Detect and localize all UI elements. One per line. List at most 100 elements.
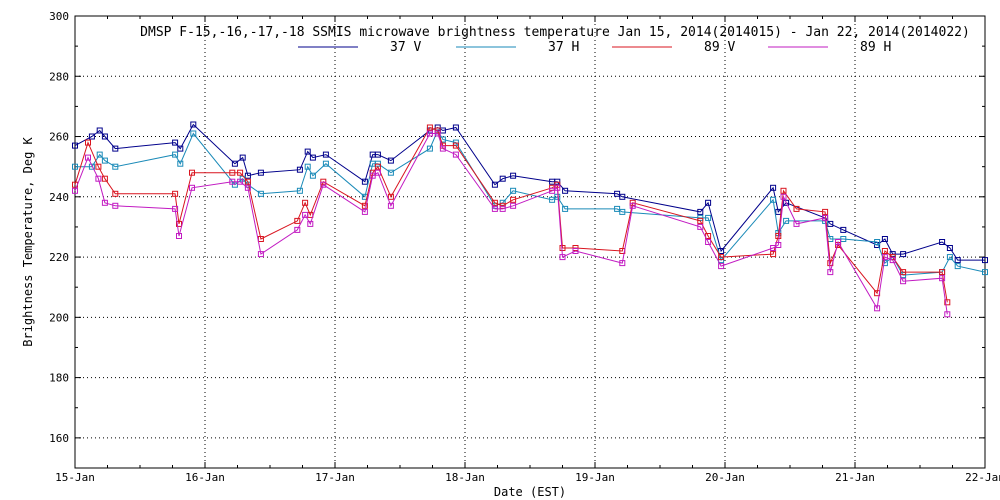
data-point-marker (439, 145, 446, 152)
data-point-marker (229, 169, 236, 176)
x-tick-label: 17-Jan (315, 471, 355, 484)
data-point-marker (172, 190, 179, 197)
data-point-marker (840, 226, 847, 233)
data-point-marker (982, 257, 988, 264)
x-axis-title: Date (EST) (494, 485, 566, 499)
data-point-marker (946, 254, 953, 261)
x-tick-label: 15-Jan (55, 471, 95, 484)
data-point-marker (434, 130, 441, 137)
data-point-marker (387, 193, 394, 200)
data-point-marker (770, 251, 777, 258)
data-point-marker (499, 175, 506, 182)
data-point-marker (101, 133, 108, 140)
data-point-marker (889, 257, 896, 264)
x-tick-label: 20-Jan (705, 471, 745, 484)
data-point-marker (775, 242, 782, 248)
data-point-marker (294, 217, 301, 224)
data-point-marker (244, 184, 251, 191)
data-point-marker (452, 124, 459, 131)
data-point-marker (946, 245, 953, 251)
data-point-marker (112, 145, 119, 152)
y-axis-title: Brightness Temperature, Deg K (21, 136, 35, 346)
data-point-marker (304, 163, 311, 170)
data-point-marker (770, 196, 777, 203)
data-point-marker (874, 239, 881, 245)
legend-label: 37 V (390, 40, 421, 55)
data-point-marker (257, 169, 264, 176)
data-point-marker (426, 130, 433, 137)
y-tick-label: 160 (49, 432, 69, 445)
x-tick-label: 16-Jan (185, 471, 225, 484)
data-point-marker (172, 139, 179, 146)
data-point-marker (900, 251, 907, 258)
data-point-marker (112, 190, 119, 197)
data-point-marker (697, 217, 704, 224)
data-point-marker (172, 205, 179, 212)
data-point-marker (176, 233, 182, 239)
data-point-marker (361, 178, 368, 185)
data-point-marker (452, 151, 459, 158)
data-point-marker (307, 220, 314, 227)
data-point-marker (944, 311, 951, 318)
legend-label: 37 H (548, 40, 579, 55)
y-tick-label: 180 (49, 372, 69, 385)
data-point-marker (189, 169, 195, 176)
data-point-marker (881, 254, 888, 261)
data-point-marker (718, 254, 725, 261)
grid-lines (75, 16, 985, 468)
data-point-marker (72, 142, 78, 149)
data-point-marker (257, 251, 264, 258)
data-point-marker (229, 178, 236, 185)
x-tick-label: 22-Jan (965, 471, 1000, 484)
legend: 37 V 37 H 89 V 89 H (298, 40, 891, 55)
data-point-marker (101, 157, 108, 164)
data-point-marker (697, 223, 704, 230)
legend-label: 89 H (860, 40, 891, 55)
data-series (72, 121, 988, 318)
data-point-marker (562, 187, 569, 194)
data-point-marker (374, 169, 381, 176)
data-point-marker (88, 133, 95, 140)
data-point-marker (239, 154, 246, 161)
series-line (74, 133, 948, 315)
data-point-marker (177, 145, 184, 152)
data-point-marker (705, 233, 712, 239)
data-point-marker (554, 184, 561, 191)
data-point-marker (793, 205, 800, 212)
data-point-marker (172, 151, 179, 158)
x-tick-label: 21-Jan (835, 471, 875, 484)
data-point-marker (770, 184, 777, 191)
data-point-marker (705, 239, 712, 245)
data-point-marker (939, 239, 946, 245)
x-tick-label: 19-Jan (575, 471, 615, 484)
series-line (74, 123, 985, 261)
data-point-marker (783, 199, 790, 206)
data-point-marker (491, 199, 498, 206)
series-line (75, 129, 986, 276)
data-point-marker (939, 275, 946, 282)
data-point-marker (881, 236, 888, 242)
y-tick-label: 260 (49, 131, 69, 144)
data-point-marker (96, 127, 103, 134)
y-tick-label: 200 (49, 311, 69, 324)
data-point-marker (176, 220, 182, 227)
y-tick-label: 300 (49, 10, 69, 23)
data-point-marker (101, 199, 108, 206)
plot-area-frame (74, 15, 986, 469)
data-point-marker (827, 269, 834, 276)
data-point-marker (95, 175, 102, 182)
data-point-marker (510, 172, 517, 179)
data-point-marker (322, 151, 329, 158)
data-point-marker (780, 193, 787, 200)
data-point-marker (95, 163, 102, 170)
data-point-marker (374, 163, 381, 170)
data-point-marker (85, 139, 91, 146)
data-point-marker (112, 163, 119, 170)
data-point-marker (426, 124, 433, 131)
data-point-marker (309, 154, 316, 161)
data-point-marker (705, 199, 712, 206)
data-point-marker (361, 202, 368, 209)
data-point-marker (562, 205, 569, 212)
data-point-marker (822, 208, 829, 215)
